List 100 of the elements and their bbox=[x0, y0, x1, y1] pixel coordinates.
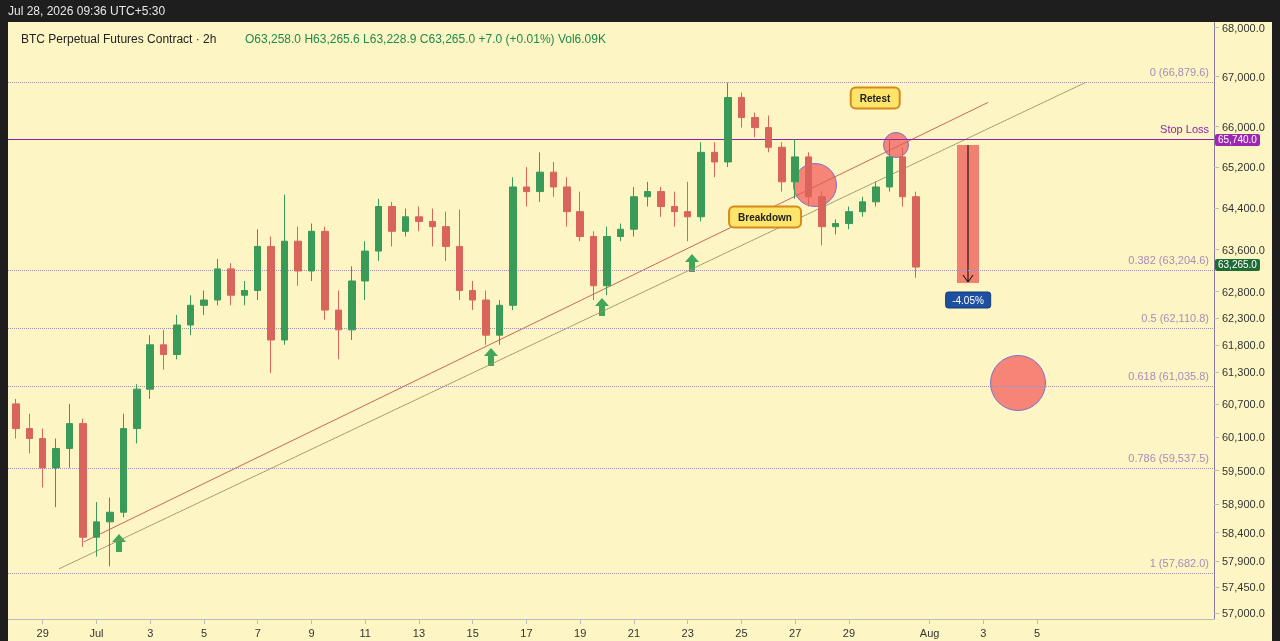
candlestick bbox=[872, 181, 880, 207]
x-tick-label: 13 bbox=[412, 626, 426, 639]
candlestick bbox=[429, 208, 436, 247]
candlestick bbox=[187, 294, 194, 336]
ref-line-label: 1 (57,682.0) bbox=[1149, 557, 1209, 570]
y-tick-label: 61,800.0 bbox=[1222, 338, 1265, 351]
x-tick-label: 23 bbox=[681, 626, 694, 639]
candlestick bbox=[335, 289, 342, 360]
candlestick bbox=[671, 191, 678, 228]
y-tick-label: 65,200.0 bbox=[1222, 161, 1265, 174]
candlestick bbox=[509, 176, 517, 311]
candlestick bbox=[39, 428, 46, 488]
y-tick-label: 59,500.0 bbox=[1222, 464, 1265, 477]
y-tick-label: 58,900.0 bbox=[1222, 498, 1265, 511]
candlestick bbox=[697, 141, 705, 222]
y-tick-label: 63,600.0 bbox=[1222, 243, 1265, 256]
x-tick-label: 17 bbox=[520, 626, 533, 639]
candlestick bbox=[375, 198, 382, 262]
candlestick bbox=[576, 191, 584, 242]
candlestick bbox=[630, 186, 638, 238]
x-tick-label: 5 bbox=[200, 626, 208, 639]
candlestick bbox=[845, 205, 853, 230]
ref-line-label: Stop Loss bbox=[1160, 123, 1210, 136]
y-tick-label: 61,300.0 bbox=[1222, 365, 1265, 378]
candlestick bbox=[12, 398, 20, 439]
candlestick bbox=[93, 501, 100, 558]
annotation: -4.05% bbox=[945, 291, 991, 309]
candlestick bbox=[267, 236, 275, 374]
candlestick bbox=[361, 240, 369, 301]
x-tick-label: 11 bbox=[359, 626, 371, 639]
y-tick-label: 67,000.0 bbox=[1222, 70, 1265, 83]
candlestick bbox=[523, 166, 530, 207]
y-tick-label: 62,800.0 bbox=[1222, 285, 1265, 298]
candlestick bbox=[684, 181, 691, 242]
candlestick bbox=[791, 138, 799, 200]
x-tick-label: 7 bbox=[254, 626, 261, 639]
y-tick-label: 57,000.0 bbox=[1222, 607, 1265, 620]
candlestick bbox=[912, 191, 920, 279]
y-tick-label: 60,700.0 bbox=[1222, 398, 1265, 411]
y-tick-label: 57,450.0 bbox=[1222, 581, 1265, 594]
ref-line-label: 0.5 (62,110.8) bbox=[1141, 311, 1209, 324]
candlestick bbox=[765, 115, 772, 153]
text: BTC Perpetual Futures Contract · 2h bbox=[21, 32, 217, 46]
candlestick bbox=[308, 223, 315, 282]
candlestick bbox=[805, 151, 812, 207]
candlestick bbox=[66, 403, 73, 469]
y-tick-label: 62,300.0 bbox=[1222, 312, 1265, 325]
y-tick-label: 60,100.0 bbox=[1222, 431, 1265, 444]
text: Jul 28, 2026 09:36 UTC+5:30 bbox=[8, 4, 166, 18]
candlestick bbox=[644, 181, 651, 207]
candlestick bbox=[724, 82, 732, 168]
candlestick bbox=[550, 161, 557, 198]
x-tick-label: Aug bbox=[919, 626, 940, 639]
candlestick bbox=[657, 186, 665, 218]
ref-line-label: 0.786 (59,537.5) bbox=[1128, 452, 1209, 465]
candlestick bbox=[26, 413, 33, 454]
candlestick bbox=[469, 280, 476, 311]
x-tick-label: 9 bbox=[308, 626, 315, 639]
candlestick bbox=[254, 228, 261, 301]
candlestick bbox=[832, 218, 839, 235]
candlestick bbox=[415, 205, 423, 232]
candlestick bbox=[227, 262, 235, 306]
candlestick bbox=[294, 226, 302, 287]
annotation: Retest bbox=[849, 86, 901, 110]
candlestick bbox=[603, 226, 611, 296]
x-tick-label: 21 bbox=[627, 626, 641, 639]
candlestick bbox=[886, 138, 893, 193]
candlestick bbox=[281, 194, 288, 346]
x-tick-label: 29 bbox=[36, 626, 49, 639]
candlestick bbox=[496, 299, 503, 346]
candlestick bbox=[133, 383, 141, 444]
candlestick bbox=[146, 334, 154, 400]
candlestick bbox=[214, 258, 221, 306]
text: O63,258.0 H63,265.6 L63,228.9 C63,265.0 +7.0 (+0.01%) Vol6.09K bbox=[245, 32, 606, 46]
x-tick-label: 25 bbox=[735, 626, 748, 639]
candlestick bbox=[173, 314, 181, 360]
candlestick bbox=[160, 329, 167, 371]
candlestick bbox=[348, 265, 356, 341]
ref-line-label: 0.618 (61,035.8) bbox=[1128, 369, 1209, 382]
candlestick bbox=[482, 289, 490, 346]
candlestick bbox=[241, 280, 248, 306]
candlestick bbox=[859, 196, 866, 218]
candlestick bbox=[738, 92, 745, 129]
x-tick-label: Jul bbox=[89, 626, 104, 639]
candlestick bbox=[79, 418, 87, 548]
candlestick bbox=[711, 141, 718, 178]
y-tick-label: 66,000.0 bbox=[1222, 120, 1265, 133]
candlestick bbox=[818, 191, 826, 246]
x-tick-label: 5 bbox=[1034, 626, 1041, 639]
y-tick-label: 58,400.0 bbox=[1222, 526, 1265, 539]
x-tick-label: 29 bbox=[842, 626, 856, 639]
x-tick-label: 3 bbox=[980, 626, 987, 639]
candlestick bbox=[778, 141, 786, 193]
ref-line-label: 0.382 (63,204.6) bbox=[1128, 253, 1209, 266]
candlestick bbox=[321, 226, 329, 321]
y-tick-label: 64,400.0 bbox=[1222, 202, 1265, 215]
x-tick-label: 19 bbox=[574, 626, 587, 639]
x-tick-label: 3 bbox=[147, 626, 154, 639]
candlestick bbox=[617, 223, 624, 242]
ref-line-label: 0 (66,879.6) bbox=[1149, 66, 1209, 79]
